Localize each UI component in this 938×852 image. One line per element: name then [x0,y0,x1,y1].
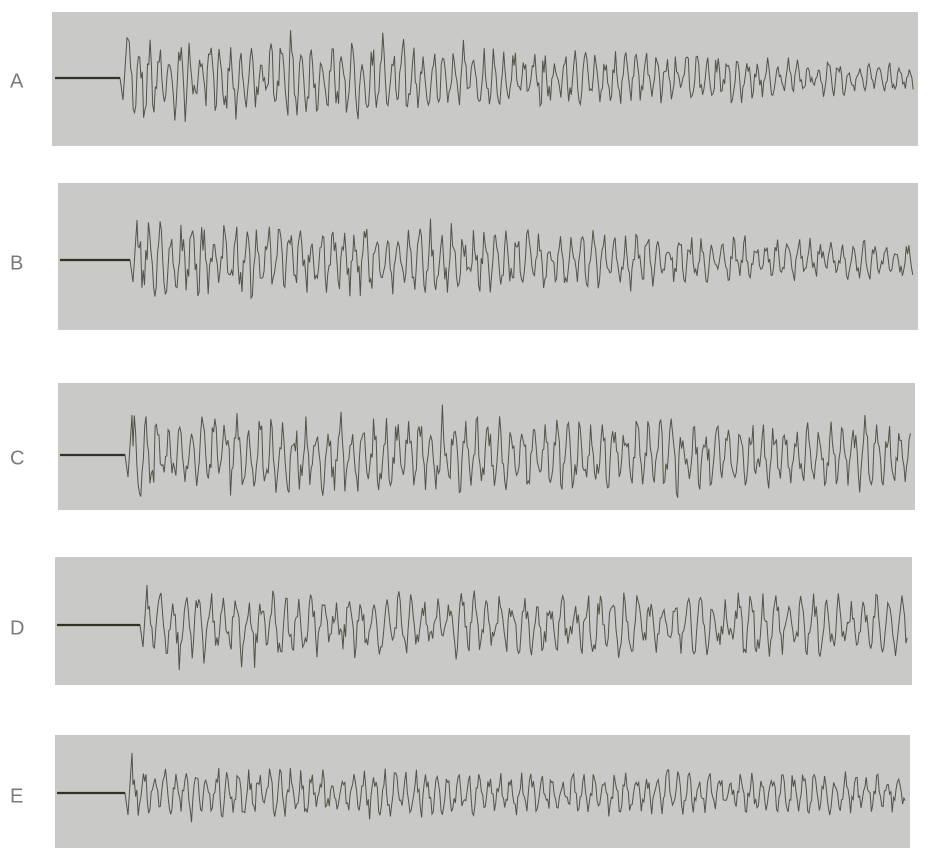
trace [60,218,914,300]
trace [57,752,906,823]
trace-background [55,735,910,848]
panel-label: D [10,617,24,639]
panel-label: A [10,70,24,92]
trace-background [55,557,912,685]
panel-label: B [10,252,23,274]
trace-background [52,12,918,146]
trace [60,404,911,498]
trace-background [58,383,915,510]
trace [57,584,908,671]
panel-label: E [10,785,23,807]
panel-label: C [10,447,24,469]
trace [55,30,914,122]
